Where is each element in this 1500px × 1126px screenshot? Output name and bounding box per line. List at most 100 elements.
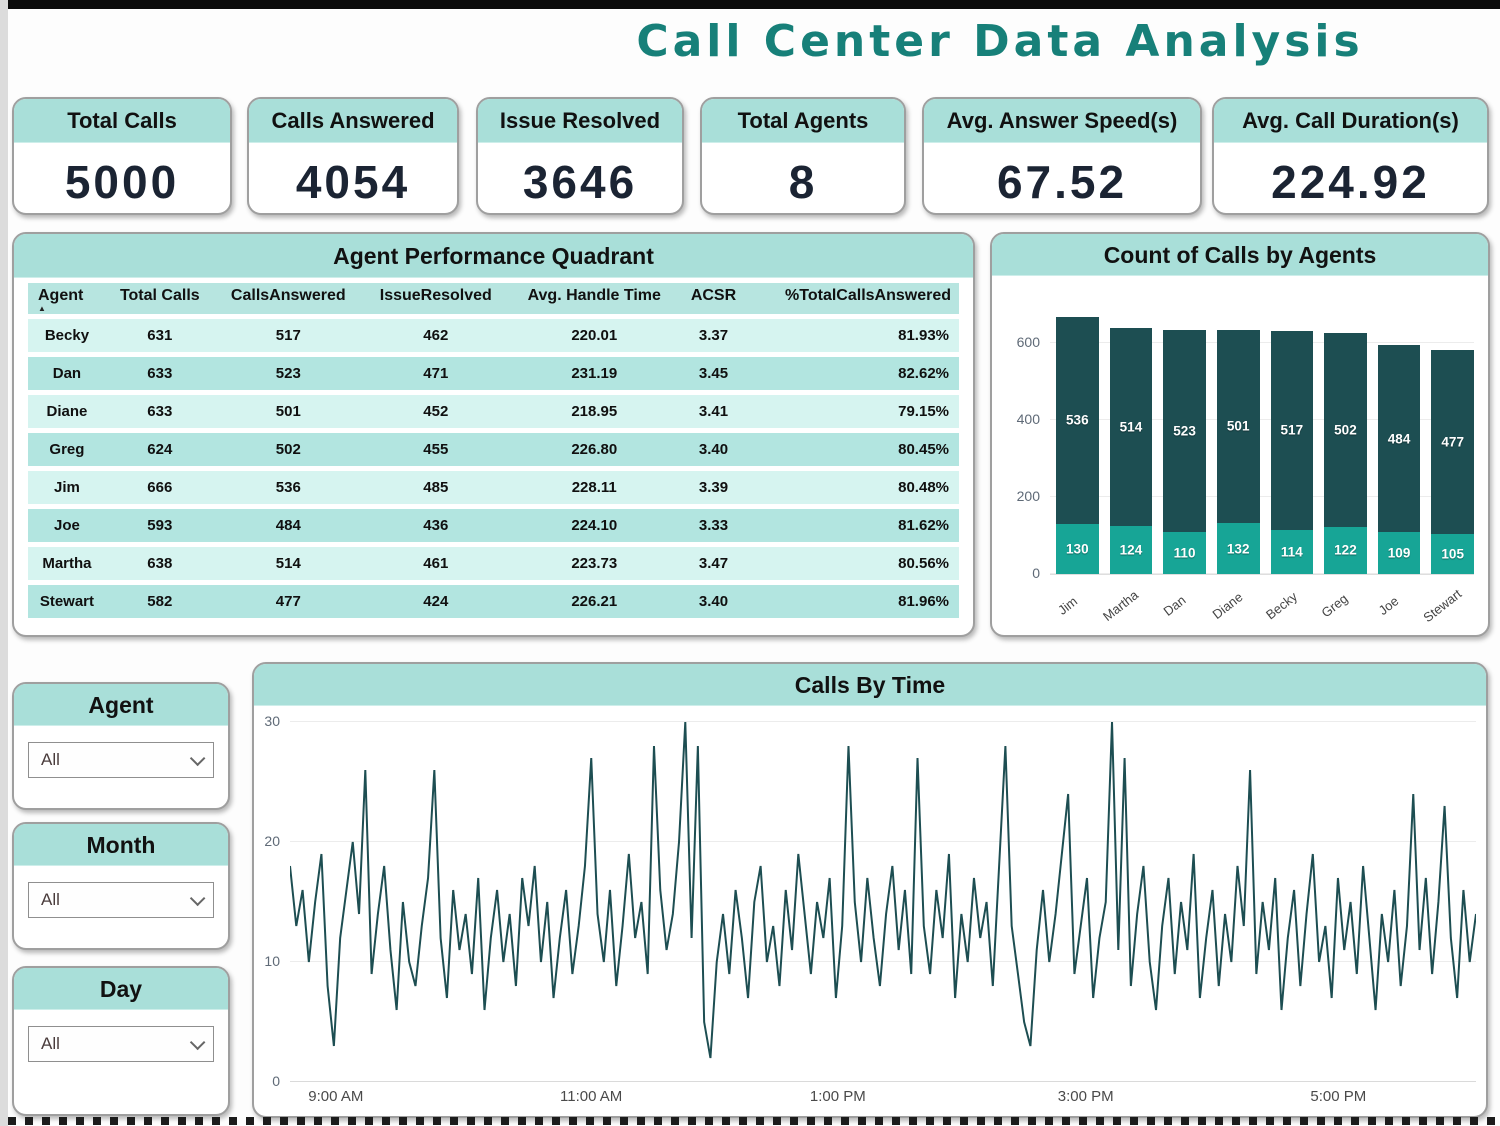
table-cell: Martha bbox=[28, 547, 106, 580]
table-cell: 3.39 bbox=[679, 471, 748, 504]
table-cell: 223.73 bbox=[508, 547, 680, 580]
table-cell: 80.48% bbox=[747, 471, 959, 504]
table-cell: 218.95 bbox=[508, 395, 680, 428]
column-header[interactable]: CallsAnswered bbox=[213, 283, 363, 314]
filter-label: Month bbox=[14, 824, 228, 866]
bar-data-label: 477 bbox=[1441, 434, 1464, 449]
column-header[interactable]: Agent ▲ bbox=[28, 283, 106, 314]
seg-answered: 517 bbox=[1270, 330, 1314, 531]
table-cell: 424 bbox=[362, 585, 509, 618]
month-filter-dropdown[interactable]: All bbox=[28, 882, 214, 918]
x-axis-tick-label: 11:00 AM bbox=[560, 1088, 623, 1105]
agent-filter-dropdown[interactable]: All bbox=[28, 742, 214, 778]
table-row[interactable]: Diane 633 501 452 218.95 3.41 79.15% bbox=[28, 395, 959, 428]
kpi-label: Avg. Answer Speed(s) bbox=[924, 99, 1200, 143]
table-row[interactable]: Greg 624 502 455 226.80 3.40 80.45% bbox=[28, 433, 959, 466]
table-cell: 226.80 bbox=[508, 433, 680, 466]
table-cell: 501 bbox=[213, 395, 363, 428]
gridline: 0 bbox=[272, 1073, 1476, 1089]
table-row[interactable]: Dan 633 523 471 231.19 3.45 82.62% bbox=[28, 357, 959, 390]
agent-filter-card: Agent All bbox=[12, 682, 230, 810]
table-cell: 484 bbox=[213, 509, 363, 542]
bar-chart-plot: 0 200 400 600 536 130 514 124 523 110 501 132 517 11… bbox=[1017, 304, 1474, 581]
bar-chart-category-labels: Jim Martha Dan Diane Becky Greg Joe Stewart bbox=[1055, 582, 1474, 628]
bar-diane[interactable]: 501 132 bbox=[1216, 304, 1260, 574]
seg-answered: 523 bbox=[1163, 329, 1206, 532]
filter-label: Day bbox=[14, 968, 228, 1010]
kpi-label: Calls Answered bbox=[249, 99, 457, 143]
seg-unanswered: 110 bbox=[1163, 531, 1206, 574]
calls-by-time-panel: Calls By Time 0 10 20 30 9:00 AM 11:00 AM 1:0… bbox=[252, 662, 1488, 1118]
bar-data-label: 132 bbox=[1226, 541, 1250, 557]
day-filter-card: Day All bbox=[12, 966, 230, 1116]
table-cell: 536 bbox=[213, 471, 363, 504]
day-filter-dropdown[interactable]: All bbox=[28, 1026, 214, 1062]
top-black-strip bbox=[8, 0, 1500, 9]
table-cell: 231.19 bbox=[508, 357, 680, 390]
bar-jim[interactable]: 536 130 bbox=[1056, 304, 1099, 574]
y-axis-tick-label: 0 bbox=[272, 1073, 280, 1089]
column-header[interactable]: Total Calls bbox=[105, 283, 214, 314]
table-cell: 485 bbox=[362, 471, 509, 504]
table-cell: 220.01 bbox=[508, 319, 680, 352]
table-cell: 455 bbox=[362, 433, 509, 466]
kpi-card-calls-answered: Calls Answered 4054 bbox=[247, 97, 459, 215]
table-cell: 3.33 bbox=[679, 509, 748, 542]
table-cell: Diane bbox=[28, 395, 106, 428]
table-cell: 517 bbox=[213, 319, 363, 352]
left-gray-strip bbox=[0, 0, 8, 1126]
bar-data-label: 110 bbox=[1173, 545, 1196, 561]
column-header[interactable]: Avg. Handle Time bbox=[508, 283, 680, 314]
table-row[interactable]: Martha 638 514 461 223.73 3.47 80.56% bbox=[28, 547, 959, 580]
table-title: Agent Performance Quadrant bbox=[14, 234, 973, 278]
kpi-card-issue-resolved: Issue Resolved 3646 bbox=[476, 97, 684, 215]
table-cell: 226.21 bbox=[508, 585, 680, 618]
table-cell: 633 bbox=[105, 357, 214, 390]
table-cell: 80.45% bbox=[747, 433, 959, 466]
column-header[interactable]: ACSR bbox=[679, 283, 748, 314]
table-cell: 624 bbox=[105, 433, 214, 466]
table-cell: 80.56% bbox=[747, 547, 959, 580]
bar-data-label: 536 bbox=[1066, 412, 1089, 428]
bar-greg[interactable]: 502 122 bbox=[1324, 304, 1367, 574]
line-chart-x-labels: 9:00 AM 11:00 AM 1:00 PM 3:00 PM 5:00 PM bbox=[290, 1088, 1476, 1110]
kpi-label: Avg. Call Duration(s) bbox=[1214, 99, 1487, 143]
table-cell: 3.45 bbox=[679, 357, 748, 390]
table-cell: 631 bbox=[105, 319, 214, 352]
kpi-label: Issue Resolved bbox=[478, 99, 682, 143]
table-cell: 3.40 bbox=[679, 585, 748, 618]
table-cell: 523 bbox=[213, 357, 363, 390]
x-axis-category-label: Joe bbox=[1375, 593, 1401, 618]
table-row[interactable]: Joe 593 484 436 224.10 3.33 81.62% bbox=[28, 509, 959, 542]
kpi-value: 3646 bbox=[522, 156, 638, 208]
bar-dan[interactable]: 523 110 bbox=[1163, 304, 1206, 574]
table-row[interactable]: Stewart 582 477 424 226.21 3.40 81.96% bbox=[28, 585, 959, 618]
column-header[interactable]: %TotalCallsAnswered bbox=[747, 283, 959, 314]
bar-chart-bars: 536 130 514 124 523 110 501 132 517 114 502 122 484 1… bbox=[1056, 304, 1474, 574]
table-cell: 3.41 bbox=[679, 395, 748, 428]
kpi-card-avg-call-duration: Avg. Call Duration(s) 224.92 bbox=[1212, 97, 1489, 215]
table-row[interactable]: Jim 666 536 485 228.11 3.39 80.48% bbox=[28, 471, 959, 504]
x-axis-tick-label: 5:00 PM bbox=[1310, 1088, 1367, 1105]
seg-answered: 502 bbox=[1324, 333, 1367, 527]
table-cell: 462 bbox=[362, 319, 509, 352]
bar-joe[interactable]: 484 109 bbox=[1377, 304, 1421, 574]
table-cell: 502 bbox=[213, 433, 363, 466]
kpi-card-avg-answer-speed: Avg. Answer Speed(s) 67.52 bbox=[922, 97, 1202, 215]
line-chart-title: Calls By Time bbox=[254, 664, 1486, 706]
table-cell: 3.37 bbox=[679, 319, 748, 352]
table-row[interactable]: Becky 631 517 462 220.01 3.37 81.93% bbox=[28, 319, 959, 352]
bar-martha[interactable]: 514 124 bbox=[1109, 304, 1153, 574]
bar-becky[interactable]: 517 114 bbox=[1270, 304, 1314, 574]
dropdown-value: All bbox=[41, 750, 60, 769]
agent-table-body: Becky 631 517 462 220.01 3.37 81.93% Dan 633 523 4… bbox=[28, 319, 959, 618]
table-cell: Jim bbox=[28, 471, 106, 504]
seg-unanswered: 130 bbox=[1056, 523, 1099, 574]
bar-stewart[interactable]: 477 105 bbox=[1431, 304, 1474, 574]
table-cell: 82.62% bbox=[747, 357, 959, 390]
table-cell: Dan bbox=[28, 357, 106, 390]
column-header[interactable]: IssueResolved bbox=[362, 283, 509, 314]
table-cell: 593 bbox=[105, 509, 214, 542]
table-cell: 436 bbox=[362, 509, 509, 542]
line-chart-plot: 0 10 20 30 bbox=[264, 713, 1476, 1089]
